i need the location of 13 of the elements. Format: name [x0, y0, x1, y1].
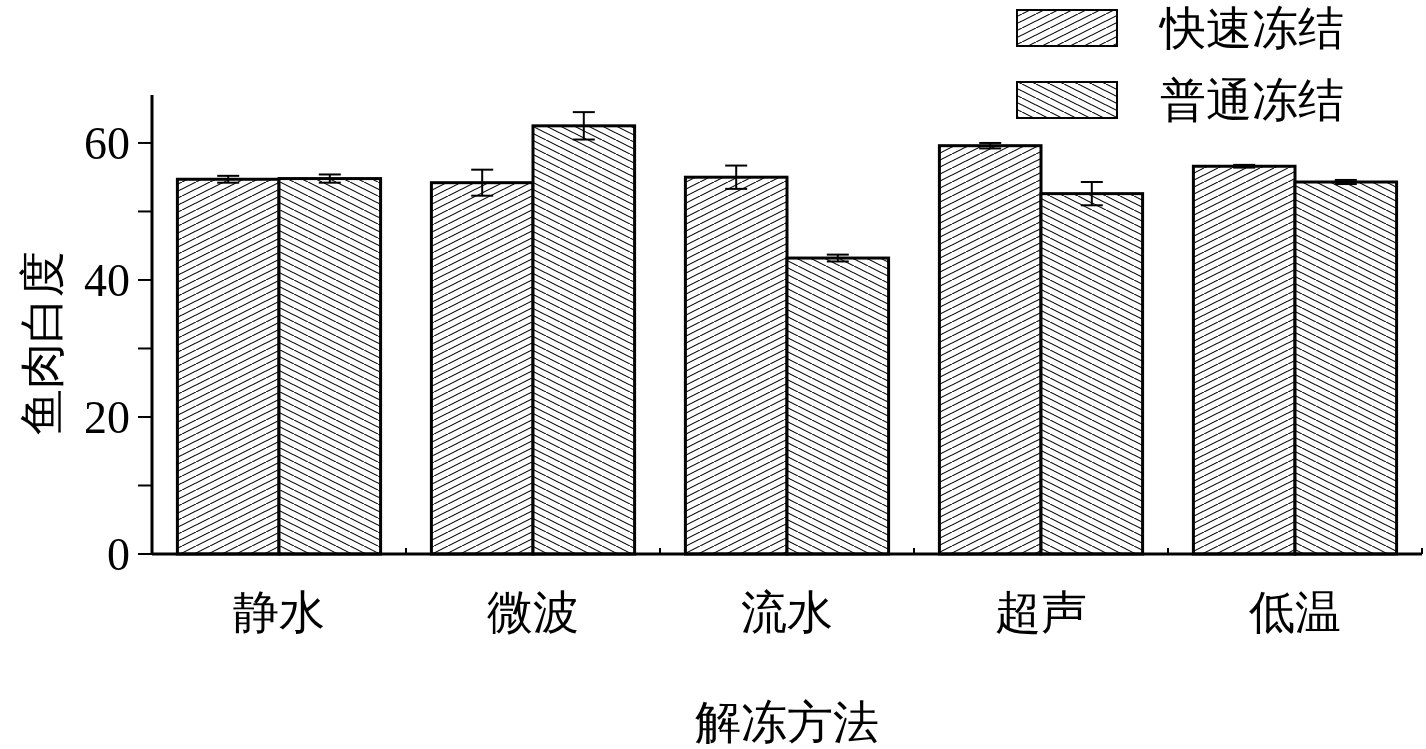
legend-label: 快速冻结 [1158, 3, 1344, 54]
x-tick-label: 静水 [233, 587, 325, 638]
legend-label: 普通冻结 [1160, 75, 1344, 126]
x-tick-label: 流水 [741, 587, 833, 638]
x-tick-label: 超声 [995, 587, 1087, 638]
y-tick-label: 0 [107, 529, 130, 580]
y-axis-title: 鱼肉白度 [17, 250, 68, 435]
y-tick-label: 40 [84, 254, 130, 306]
x-tick-label: 低温 [1249, 587, 1341, 638]
x-axis-title: 解冻方法 [695, 697, 879, 748]
y-tick-label: 20 [84, 391, 130, 443]
x-tick-label: 微波 [487, 587, 579, 638]
y-tick-label: 60 [84, 117, 130, 169]
